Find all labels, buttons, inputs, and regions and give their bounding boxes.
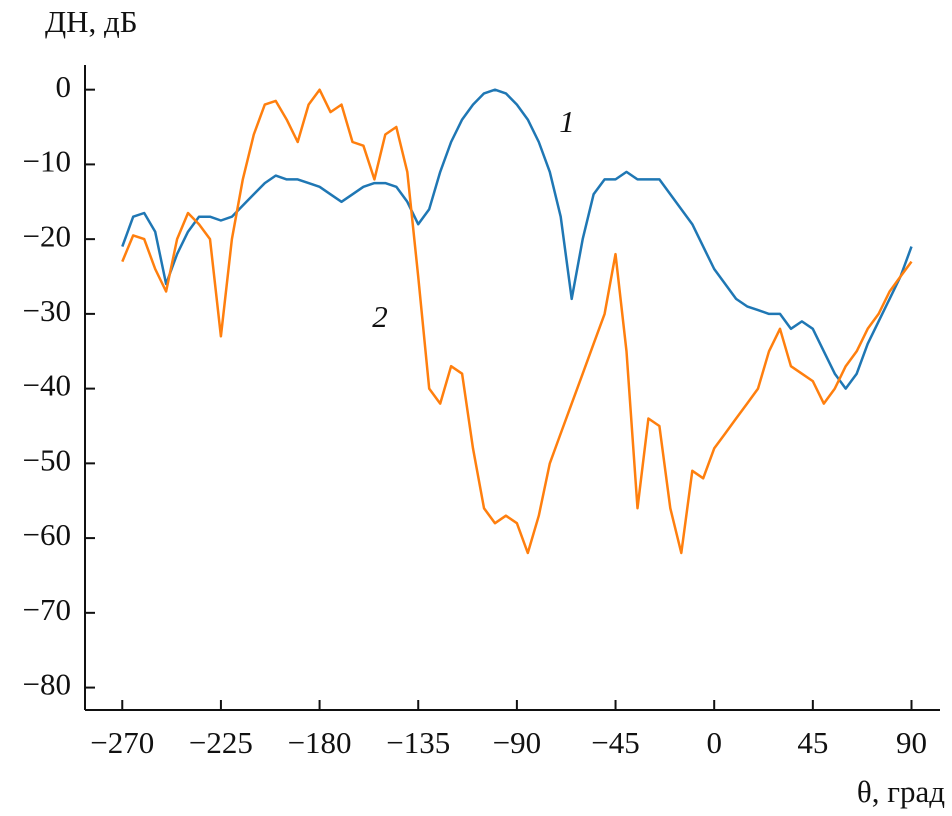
x-tick-label: 90	[896, 725, 927, 760]
x-axis-label: θ, град	[857, 774, 945, 809]
x-tick-label: −225	[189, 725, 253, 760]
y-tick-label: −60	[23, 517, 71, 552]
x-tick-label: −45	[591, 725, 639, 760]
x-tick-label: −90	[493, 725, 541, 760]
x-tick-label: 45	[797, 725, 828, 760]
y-tick-label: −30	[23, 293, 71, 328]
y-tick-label: −70	[23, 592, 71, 627]
y-tick-label: −80	[23, 667, 71, 702]
y-axis-label: ДН, дБ	[45, 4, 138, 39]
x-tick-label: −270	[90, 725, 154, 760]
y-tick-label: −50	[23, 442, 71, 477]
series-annotation: 2	[372, 299, 388, 334]
x-tick-label: 0	[706, 725, 722, 760]
series-annotation: 1	[559, 104, 575, 139]
series-line	[121, 88, 913, 555]
series-line	[121, 88, 913, 390]
y-tick-label: 0	[56, 69, 72, 104]
x-tick-label: −135	[386, 725, 450, 760]
y-tick-label: −10	[23, 144, 71, 179]
y-tick-label: −40	[23, 368, 71, 403]
y-tick-label: −20	[23, 218, 71, 253]
x-tick-label: −180	[288, 725, 352, 760]
